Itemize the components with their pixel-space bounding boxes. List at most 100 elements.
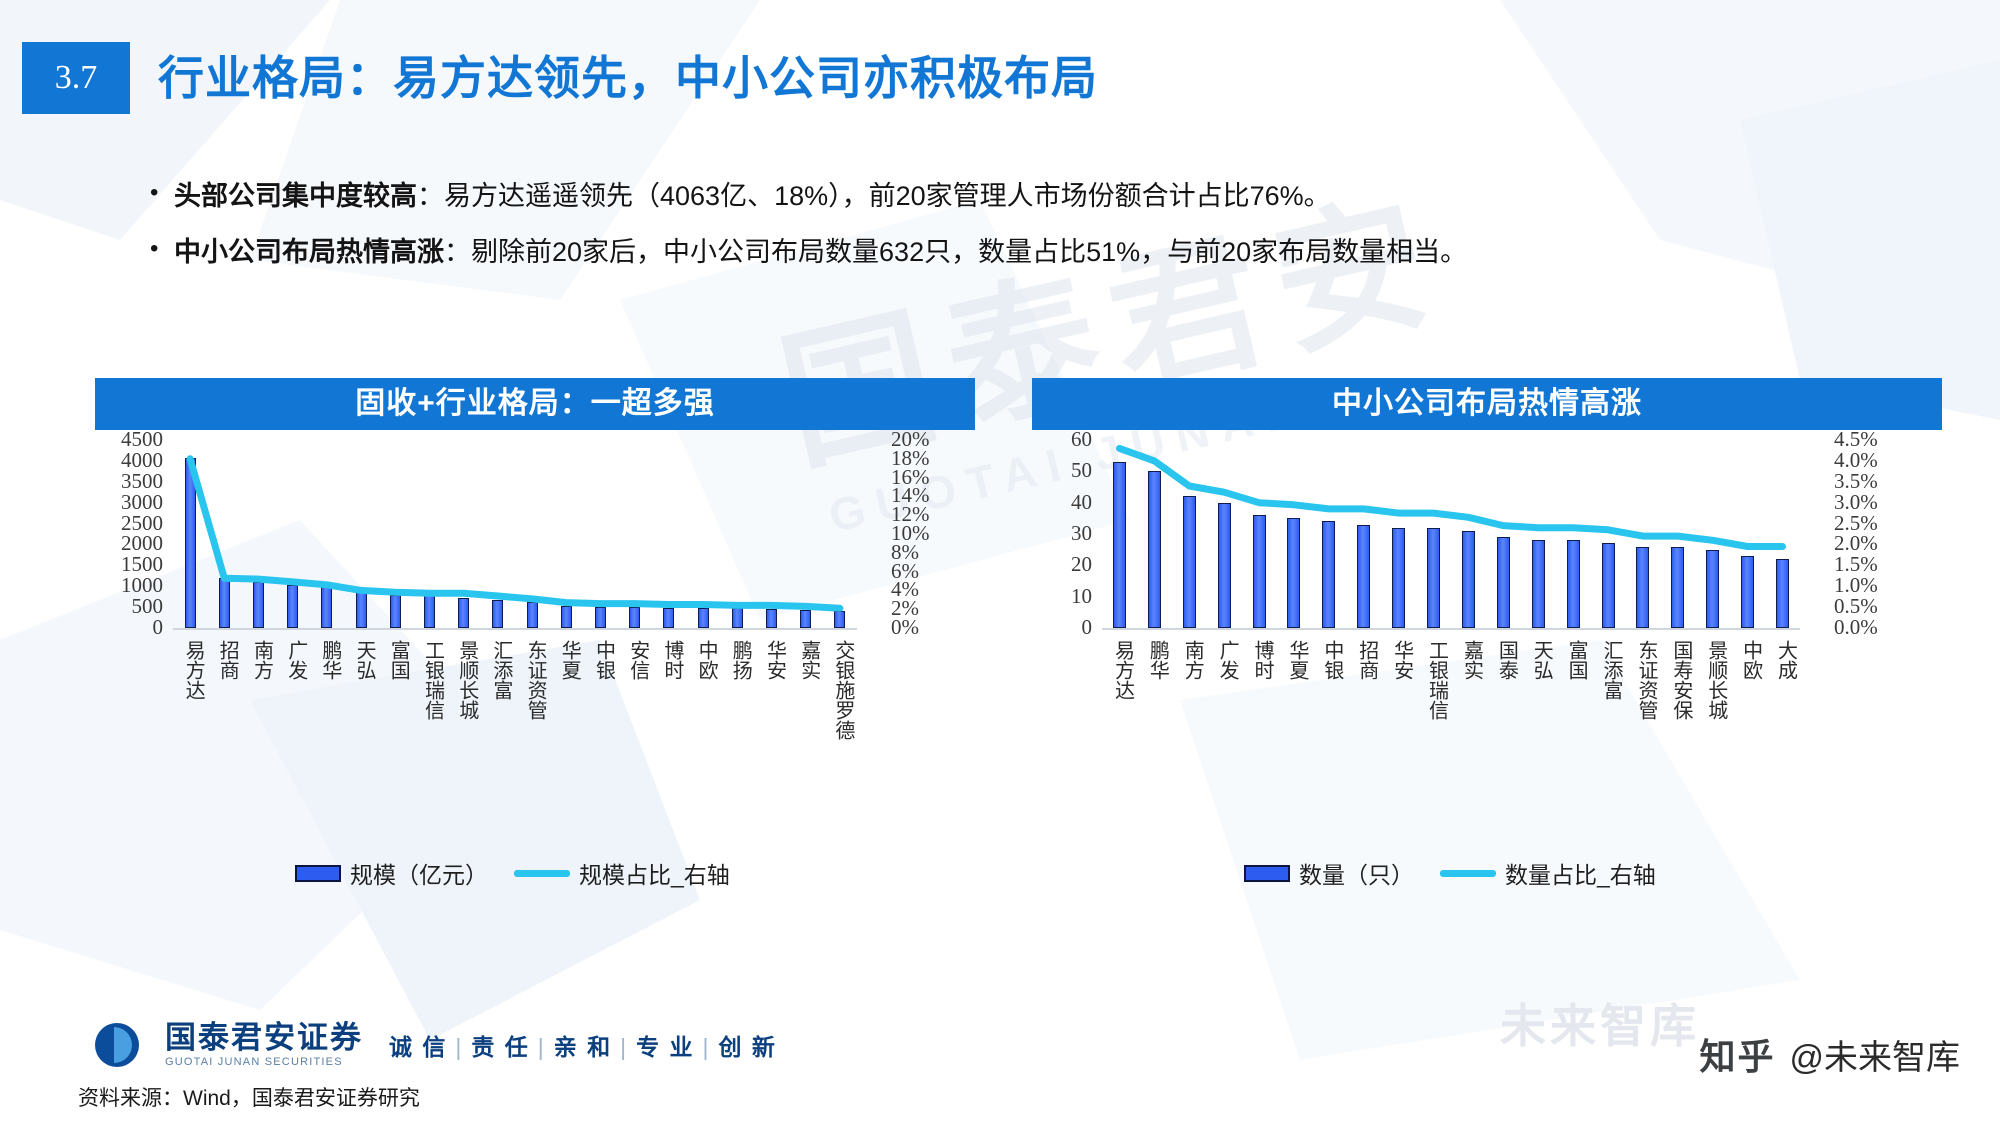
company-slogan: 诚 信 | 责 任 | 亲 和 | 专 业 | 创 新: [389, 1028, 777, 1062]
y-axis-tick-left: 20: [1071, 552, 1092, 577]
bullet-marker: •: [150, 179, 159, 206]
x-axis-category-label: 招商: [216, 640, 239, 680]
bar: [492, 600, 504, 628]
y-axis-tick-left: 0: [1081, 615, 1093, 639]
x-axis-category-label: 博时: [660, 640, 683, 680]
zhihu-logo: 知乎: [1699, 1036, 1776, 1077]
slogan-separator: |: [620, 1034, 629, 1060]
list-item: • 中小公司布局热情高涨：剔除前20家后，中小公司布局数量632只，数量占比51…: [150, 234, 1930, 270]
zhihu-ghost-text: 未来智库: [1500, 1000, 1700, 1052]
x-axis-category-label: 东证资管: [524, 640, 547, 720]
y-axis-tick-left: 0: [152, 615, 164, 639]
bar: [1427, 527, 1441, 628]
x-axis-category-label: 东证资管: [1634, 640, 1657, 720]
x-axis-category-label: 大成: [1774, 640, 1797, 680]
legend-label: 规模（亿元）: [350, 862, 488, 888]
slogan-separator: |: [537, 1034, 546, 1060]
y-axis-tick-right: 10%: [891, 521, 930, 545]
page-header: 3.7 行业格局：易方达领先，中小公司亦积极布局: [22, 42, 1098, 114]
x-axis-category-label: 国寿安保: [1669, 640, 1692, 720]
bar: [1287, 518, 1301, 628]
bullet-text: 头部公司集中度较高：易方达遥遥领先（4063亿、18%），前20家管理人市场份额…: [174, 178, 1331, 214]
x-axis-category-label: 汇添富: [1600, 640, 1623, 700]
y-axis-tick-right: 18%: [891, 445, 930, 470]
x-axis-category-label: 中银: [1320, 640, 1343, 680]
x-axis-category-label: 南方: [1181, 640, 1204, 680]
y-axis-tick-right: 20%: [891, 427, 930, 451]
x-axis-category-label: 汇添富: [489, 640, 512, 700]
x-axis-category-label: 嘉实: [797, 640, 820, 680]
bar: [731, 608, 743, 628]
x-axis-category-label: 鹏华: [318, 640, 341, 680]
y-axis-tick-left: 3500: [121, 468, 163, 493]
section-number: 3.7: [22, 42, 130, 114]
x-axis-category-label: 鹏华: [1146, 640, 1169, 680]
y-axis-tick-right: 2%: [891, 596, 919, 621]
list-item: • 头部公司集中度较高：易方达遥遥领先（4063亿、18%），前20家管理人市场…: [150, 178, 1930, 214]
legend-item[interactable]: 数量（只）: [1244, 856, 1414, 890]
bar: [1496, 537, 1510, 628]
axis-baseline: [1102, 628, 1800, 630]
x-axis-category-label: 华安: [1390, 640, 1413, 680]
slogan-word: 诚 信: [389, 1034, 448, 1060]
bar: [355, 592, 367, 628]
chart-legend-right: 数量（只） 数量占比_右轴: [1244, 856, 1656, 890]
x-axis-category-label: 富国: [1565, 640, 1588, 680]
y-axis-tick-right: 14%: [891, 483, 930, 508]
x-axis-category-label: 国泰: [1495, 640, 1518, 680]
bar: [663, 607, 675, 628]
bar: [253, 582, 264, 628]
bar: [389, 594, 401, 628]
bar: [526, 602, 538, 628]
legend-line-swatch: [514, 869, 570, 877]
x-axis-category-label: 广发: [284, 640, 307, 680]
bar: [595, 606, 606, 628]
legend-item[interactable]: 规模（亿元）: [295, 856, 488, 890]
bar: [184, 458, 196, 628]
x-axis-category-label: 景顺长城: [455, 640, 478, 720]
y-axis-tick-left: 3000: [121, 489, 163, 514]
y-axis-tick-right: 16%: [891, 464, 930, 489]
y-axis-tick-right: 3.5%: [1834, 468, 1878, 493]
y-axis-tick-left: 4000: [121, 447, 163, 472]
source-note: 资料来源：Wind，国泰君安证券研究: [78, 1087, 420, 1110]
bullet-marker: •: [150, 235, 159, 263]
x-axis-category-label: 华安: [763, 640, 786, 680]
bar: [1461, 530, 1475, 628]
x-axis-category-label: 易方达: [182, 640, 205, 700]
legend-item[interactable]: 数量占比_右轴: [1440, 856, 1656, 890]
bullet-list: • 头部公司集中度较高：易方达遥遥领先（4063亿、18%），前20家管理人市场…: [150, 178, 1930, 291]
bar: [321, 587, 333, 628]
slogan-word: 创 新: [718, 1034, 777, 1060]
y-axis-tick-left: 2000: [121, 531, 163, 556]
y-axis-tick-right: 12%: [891, 502, 930, 527]
legend-item[interactable]: 规模占比_右轴: [514, 856, 730, 890]
y-axis-tick-right: 2.5%: [1834, 510, 1878, 535]
x-axis-category-label: 嘉实: [1460, 640, 1483, 680]
bar: [458, 597, 470, 628]
legend-label: 规模占比_右轴: [579, 862, 730, 888]
x-axis-category-label: 富国: [387, 640, 410, 680]
x-axis-category-label: 鹏扬: [729, 640, 752, 680]
bar: [1706, 549, 1720, 628]
bar: [287, 585, 299, 628]
y-axis-tick-right: 0.0%: [1834, 615, 1878, 639]
bar: [800, 609, 812, 628]
bar: [1322, 521, 1336, 628]
x-axis-category-label: 易方达: [1111, 640, 1134, 700]
logo-name-en: GUOTAI JUNAN SECURITIES: [165, 1056, 343, 1068]
y-axis-tick-right: 4.0%: [1834, 447, 1878, 472]
bar: [1531, 540, 1545, 628]
slogan-separator: |: [702, 1034, 711, 1060]
chart-title-left: 固收+行业格局：一超多强: [95, 378, 975, 430]
y-axis-tick-right: 3.0%: [1834, 489, 1878, 514]
x-axis-category-label: 招商: [1355, 640, 1378, 680]
chart-panel-right: 中小公司布局热情高涨 0 10 20 30 40 50 60 0.0% 0.5% 1.0% 1.5%…: [1032, 378, 1942, 950]
bullet-lead: 中小公司布局热情高涨: [174, 237, 444, 268]
y-axis-tick-left: 10: [1071, 583, 1092, 608]
x-axis-category-label: 中欧: [695, 640, 718, 680]
footer-logo: 国泰君安证券 GUOTAI JUNAN SECURITIES 诚 信 | 责 任 | 亲…: [95, 1022, 777, 1068]
y-axis-tick-right: 0.5%: [1834, 594, 1878, 619]
y-axis-tick-right: 8%: [891, 539, 919, 564]
x-axis-category-label: 天弘: [1530, 640, 1553, 680]
